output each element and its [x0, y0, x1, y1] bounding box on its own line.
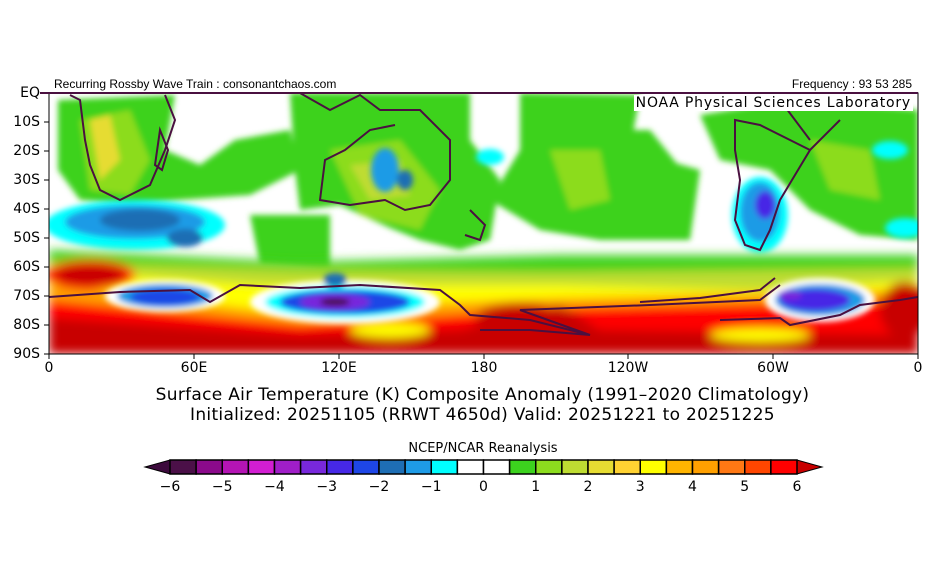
colorbar-swatch [456, 459, 485, 475]
colorbar-tick-label: 0 [479, 479, 488, 495]
colorbar-swatch [561, 459, 589, 475]
colorbar-swatch [770, 459, 798, 475]
colorbar-swatch [247, 459, 276, 475]
antarctic-cold-blobs [105, 273, 875, 324]
axis-ticks [44, 121, 919, 359]
colorbar-swatch [326, 459, 354, 475]
colorbar-swatch [691, 459, 720, 475]
lab-label: NOAA Physical Sciences Laboratory [633, 95, 913, 111]
lon-label: 60W [757, 360, 789, 376]
colorbar-tick-label: −3 [316, 479, 338, 495]
lat-label: 70S [13, 288, 40, 304]
colorbar-swatch [195, 459, 223, 475]
colorbar-high-extend [796, 459, 824, 475]
colorbar-tick-label: 5 [740, 479, 750, 495]
lon-label: 120W [607, 360, 649, 376]
colorbar-swatch [352, 459, 380, 475]
colorbar-swatch [508, 459, 537, 475]
lon-label: 0 [913, 360, 923, 376]
colorbar-swatch [744, 459, 772, 475]
title-line-2: Initialized: 20251105 (RRWT 4650d) Valid… [190, 405, 775, 425]
lat-label: 60S [13, 259, 40, 275]
header-left-text: Recurring Rossby Wave Train : consonantc… [54, 77, 337, 91]
lat-label: 40S [13, 201, 40, 217]
lon-label: 60E [180, 360, 208, 376]
colorbar-swatch [587, 459, 615, 475]
colorbar-tick-label: 2 [583, 479, 593, 495]
colorbar-swatch [665, 459, 694, 475]
colorbar-swatch [639, 459, 668, 475]
colorbar-tick-label: −2 [368, 479, 390, 495]
colorbar-swatch [613, 459, 641, 475]
lat-label: EQ [20, 85, 40, 101]
colorbar-tick-label: 1 [531, 479, 541, 495]
lat-label: 10S [13, 114, 40, 130]
colorbar-swatch [535, 459, 563, 475]
lat-label: 20S [13, 143, 40, 159]
colorbar-swatch [430, 459, 459, 475]
colorbar-swatch [169, 459, 197, 475]
colorbar-tick-label: −1 [420, 479, 442, 495]
colorbar-swatch [273, 459, 302, 475]
colorbar-swatch [717, 459, 746, 475]
colorbar-tick-label: 6 [792, 479, 802, 495]
lat-label: 80S [13, 317, 40, 333]
lat-label: 50S [13, 230, 40, 246]
colorbar-swatch [404, 459, 432, 475]
colorbar-swatch [482, 459, 511, 475]
colorbar-title: NCEP/NCAR Reanalysis [408, 441, 558, 456]
lon-label: 180 [470, 360, 498, 376]
colorbar-tick-label: −5 [211, 479, 233, 495]
colorbar-swatch [221, 459, 250, 475]
lon-label: 120E [321, 360, 357, 376]
lon-label: 0 [44, 360, 54, 376]
frequency-text: Frequency : 93 53 285 [791, 77, 912, 91]
colorbar-tick-label: −6 [159, 479, 181, 495]
title-line-1: Surface Air Temperature (K) Composite An… [155, 385, 810, 405]
lat-label: 30S [13, 172, 40, 188]
lat-label: 90S [13, 346, 40, 362]
colorbar-tick-label: 4 [688, 479, 697, 495]
colorbar-swatch [299, 459, 328, 475]
coastlines [49, 93, 918, 336]
colorbar-low-extend [143, 459, 171, 475]
colorbar-tick-label: −4 [264, 479, 285, 495]
colorbar-tick-label: 3 [635, 479, 645, 495]
colorbar-swatch [378, 459, 406, 475]
cold-anomaly-blobs [49, 141, 918, 253]
